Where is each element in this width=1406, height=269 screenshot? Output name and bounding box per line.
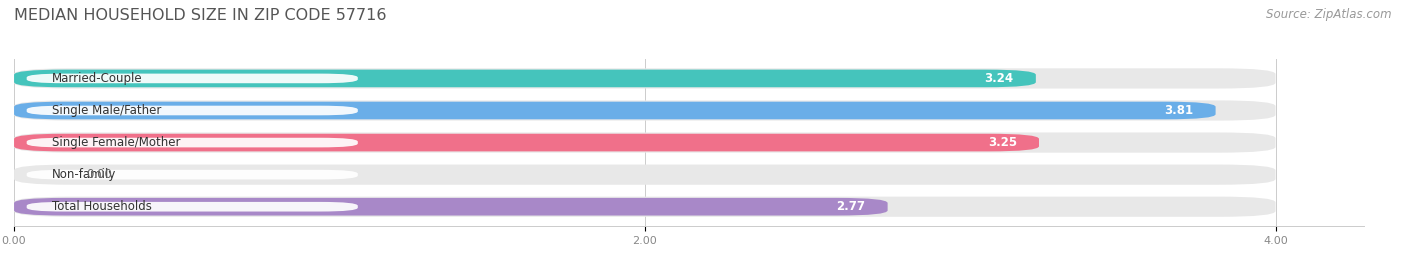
FancyBboxPatch shape: [14, 134, 1039, 151]
Text: Total Households: Total Households: [52, 200, 152, 213]
Text: 3.81: 3.81: [1164, 104, 1194, 117]
Text: MEDIAN HOUSEHOLD SIZE IN ZIP CODE 57716: MEDIAN HOUSEHOLD SIZE IN ZIP CODE 57716: [14, 8, 387, 23]
Text: Married-Couple: Married-Couple: [52, 72, 142, 85]
FancyBboxPatch shape: [14, 198, 887, 215]
FancyBboxPatch shape: [27, 138, 357, 147]
Text: 3.25: 3.25: [988, 136, 1017, 149]
FancyBboxPatch shape: [27, 170, 357, 179]
FancyBboxPatch shape: [14, 68, 1275, 89]
FancyBboxPatch shape: [14, 100, 1275, 121]
FancyBboxPatch shape: [14, 165, 1275, 185]
Text: Source: ZipAtlas.com: Source: ZipAtlas.com: [1267, 8, 1392, 21]
Text: Non-family: Non-family: [52, 168, 117, 181]
Text: 0.00: 0.00: [87, 168, 112, 181]
Text: 3.24: 3.24: [984, 72, 1014, 85]
FancyBboxPatch shape: [14, 197, 1275, 217]
Text: Single Female/Mother: Single Female/Mother: [52, 136, 180, 149]
FancyBboxPatch shape: [14, 102, 1216, 119]
FancyBboxPatch shape: [27, 74, 357, 83]
FancyBboxPatch shape: [27, 106, 357, 115]
Text: 2.77: 2.77: [837, 200, 866, 213]
FancyBboxPatch shape: [27, 202, 357, 211]
FancyBboxPatch shape: [14, 132, 1275, 153]
Text: Single Male/Father: Single Male/Father: [52, 104, 162, 117]
FancyBboxPatch shape: [14, 70, 1036, 87]
